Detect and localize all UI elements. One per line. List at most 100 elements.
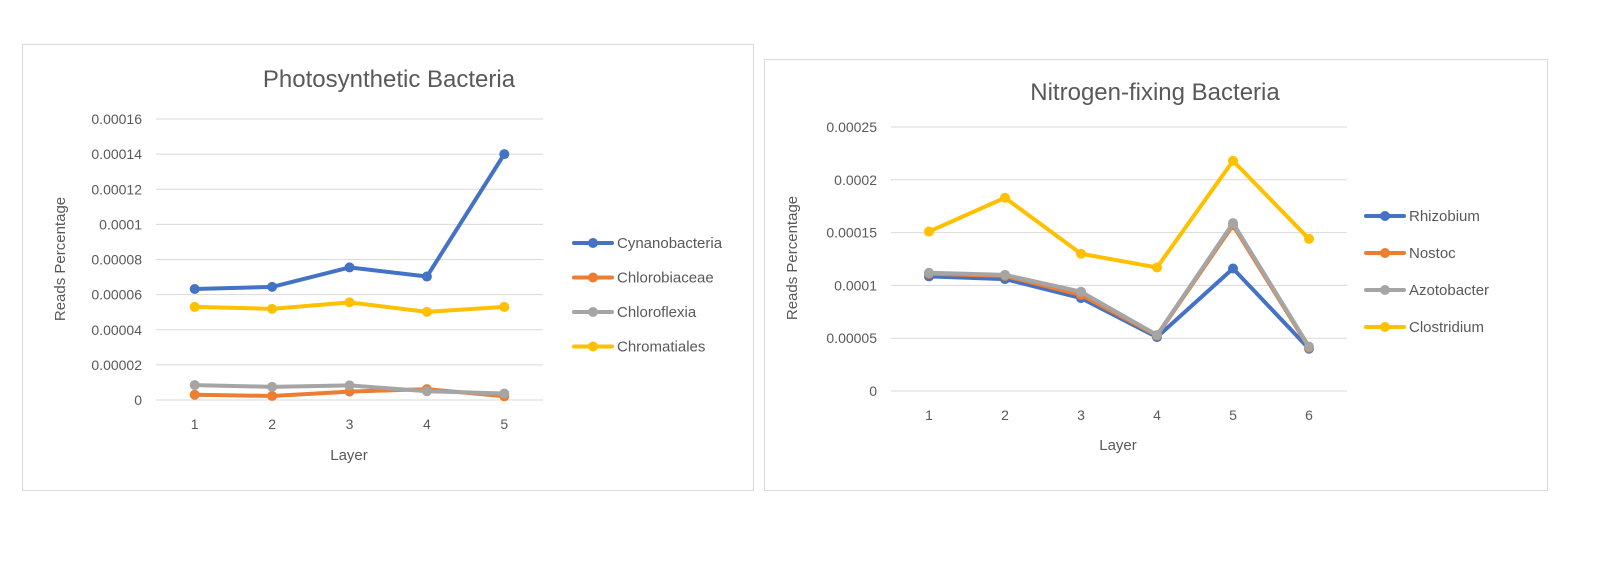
data-point-chloroflexia (421, 386, 432, 397)
nitrogen-chart-canvas: Nitrogen-fixing Bacteria 0 0.00005 0.0001 0.… (784, 79, 1489, 454)
data-point-clostridium (1304, 233, 1314, 244)
series-azotobacter (924, 218, 1314, 352)
data-point-clostridium (1000, 192, 1010, 203)
data-point-chlorobiaceae (189, 389, 200, 400)
y-tick-label: 0.00015 (826, 225, 877, 241)
data-point-chromatiales (499, 301, 510, 312)
data-point-clostridium (924, 226, 934, 237)
x-tick-label: 5 (1229, 407, 1237, 423)
series-nostoc (924, 220, 1314, 353)
y-tick-label: 0.00006 (91, 287, 142, 303)
legend-marker (1380, 285, 1390, 295)
series-chromatiales (189, 297, 510, 317)
legend-item-chloroflexia: Chloroflexia (572, 304, 697, 321)
data-point-cynanobacteria (421, 271, 432, 282)
legend-item-cynanobacteria: Cynanobacteria (572, 235, 723, 252)
legend-label: Chloroflexia (617, 304, 697, 321)
x-axis-title: Layer (330, 447, 368, 464)
x-tick-label: 1 (191, 416, 199, 432)
x-axis-title: Layer (1099, 437, 1137, 454)
data-point-cynanobacteria (499, 149, 510, 160)
legend-label: Chlorobiaceae (617, 270, 714, 287)
legend-label: Chromatiales (617, 339, 705, 356)
series-line-azotobacter (927, 221, 1311, 349)
data-point-clostridium (1228, 155, 1238, 166)
x-tick-label: 2 (268, 416, 276, 432)
series-cynanobacteria (189, 149, 510, 295)
chart-title: Nitrogen-fixing Bacteria (1030, 79, 1280, 106)
y-tick-label: 0 (134, 392, 142, 408)
data-point-azotobacter (1304, 341, 1314, 352)
series-line-clostridium (927, 158, 1311, 270)
photosynthetic-bacteria-chart: Photosynthetic Bacteria 0 0.00002 0.00004 0.… (22, 44, 754, 491)
y-tick-label: 0.0001 (99, 216, 142, 232)
legend-label: Clostridium (1409, 319, 1484, 336)
legend: Cynanobacteria Chlorobiaceae Chloroflexia C… (572, 235, 723, 356)
data-point-chloroflexia (499, 388, 510, 399)
data-point-rhizobium (1228, 263, 1238, 274)
legend-label: Nostoc (1409, 245, 1456, 262)
y-axis-title: Reads Percentage (784, 196, 801, 320)
y-tick-label: 0.0001 (834, 277, 877, 293)
series-line-rhizobium (927, 266, 1311, 351)
nitrogen-fixing-bacteria-chart: Nitrogen-fixing Bacteria 0 0.00005 0.0001 0.… (764, 59, 1548, 491)
y-tick-label: 0.00025 (826, 119, 877, 135)
legend-label: Azotobacter (1409, 282, 1489, 299)
legend-marker (588, 307, 598, 317)
data-point-chlorobiaceae (267, 390, 278, 401)
data-point-chromatiales (267, 303, 278, 314)
series-clostridium (924, 155, 1314, 273)
legend-marker (588, 238, 598, 248)
x-tick-label: 4 (423, 416, 431, 432)
legend-item-chlorobiaceae: Chlorobiaceae (572, 270, 714, 287)
data-point-cynanobacteria (189, 284, 200, 295)
legend-item-rhizobium: Rhizobium (1364, 208, 1480, 225)
legend: Rhizobium Nostoc Azotobacter Clostridium (1364, 208, 1489, 336)
y-tick-label: 0.00012 (91, 181, 142, 197)
legend-label: Cynanobacteria (617, 235, 723, 252)
legend-marker (1380, 248, 1390, 258)
legend-marker (1380, 322, 1390, 332)
y-tick-label: 0.00005 (826, 330, 877, 346)
chart-title: Photosynthetic Bacteria (263, 66, 516, 93)
x-tick-label: 1 (925, 407, 933, 423)
y-tick-label: 0.00008 (91, 252, 142, 268)
y-tick-label: 0.00002 (91, 357, 142, 373)
data-point-chromatiales (421, 306, 432, 317)
legend-item-nostoc: Nostoc (1364, 245, 1456, 262)
photosynthetic-chart-canvas: Photosynthetic Bacteria 0 0.00002 0.00004 0.… (52, 66, 723, 464)
x-tick-label: 6 (1305, 407, 1313, 423)
data-point-cynanobacteria (267, 281, 278, 292)
data-point-chloroflexia (189, 380, 200, 391)
data-point-clostridium (1152, 262, 1162, 273)
legend-marker (588, 272, 598, 283)
data-point-azotobacter (1228, 218, 1238, 229)
y-tick-label: 0.00014 (91, 146, 142, 162)
x-tick-label: 3 (346, 416, 354, 432)
data-point-chloroflexia (267, 381, 278, 392)
data-point-azotobacter (1152, 330, 1162, 341)
y-axis-title: Reads Percentage (52, 197, 69, 321)
legend-marker (1380, 211, 1390, 221)
y-tick-label: 0 (869, 383, 877, 399)
x-tick-label: 5 (500, 416, 508, 432)
data-point-azotobacter (1000, 269, 1010, 280)
y-tick-label: 0.0002 (834, 172, 877, 188)
legend-item-azotobacter: Azotobacter (1364, 282, 1489, 299)
legend-item-chromatiales: Chromatiales (572, 339, 705, 356)
data-point-clostridium (1076, 248, 1086, 259)
legend-marker (588, 341, 598, 352)
data-point-chromatiales (189, 301, 200, 312)
legend-label: Rhizobium (1409, 208, 1480, 225)
y-tick-label: 0.00016 (91, 111, 142, 127)
data-point-cynanobacteria (344, 262, 355, 273)
data-point-chromatiales (344, 297, 355, 308)
data-point-azotobacter (1076, 286, 1086, 297)
x-tick-label: 2 (1001, 407, 1009, 423)
x-tick-label: 3 (1077, 407, 1085, 423)
x-tick-label: 4 (1153, 407, 1161, 423)
data-point-azotobacter (924, 267, 934, 278)
legend-item-clostridium: Clostridium (1364, 319, 1484, 336)
y-tick-label: 0.00004 (91, 322, 142, 338)
series-chloroflexia (189, 380, 510, 399)
